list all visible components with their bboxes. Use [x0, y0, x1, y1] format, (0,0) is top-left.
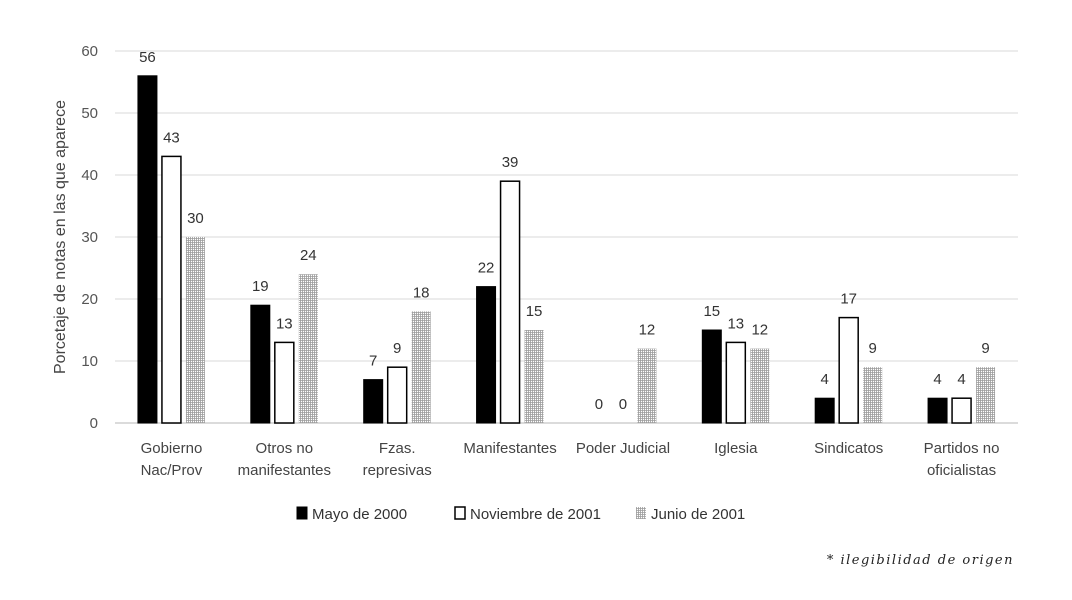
x-axis-labels: Gobierno Nac/Prov Otros no manifestantes Fza…	[141, 440, 1000, 479]
bar	[863, 367, 883, 423]
bar	[976, 367, 996, 423]
legend: Mayo de 2000 Noviembre de 2001 Junio de 20…	[296, 506, 745, 523]
x-tick-label: oficialistas	[927, 462, 996, 479]
data-label: 17	[840, 291, 857, 308]
legend-swatch	[454, 506, 466, 520]
y-tick-label: 10	[81, 353, 98, 370]
data-label: 4	[821, 371, 829, 388]
bar	[476, 286, 497, 424]
footnote: * ilegibilidad de origen	[826, 553, 1014, 568]
data-label: 12	[639, 322, 656, 339]
x-tick-label: Poder Judicial	[576, 440, 670, 457]
data-label: 30	[187, 210, 204, 227]
data-label: 39	[502, 154, 519, 171]
bar	[298, 274, 318, 423]
bar	[274, 341, 295, 424]
data-label: 4	[933, 371, 941, 388]
y-tick-label: 20	[81, 291, 98, 308]
legend-label: Mayo de 2000	[312, 506, 407, 523]
data-label: 9	[981, 340, 989, 357]
bar	[411, 311, 431, 423]
bar	[951, 397, 972, 424]
data-label: 43	[163, 129, 180, 146]
data-label: 24	[300, 247, 317, 264]
bar	[637, 348, 657, 423]
data-label: 0	[595, 396, 603, 413]
data-label: 56	[139, 49, 156, 66]
bar	[161, 155, 182, 424]
y-axis-label: Porcetaje de notas en las que aparece	[52, 100, 69, 374]
y-tick-label: 0	[90, 415, 98, 432]
data-label: 12	[751, 322, 768, 339]
bar	[363, 379, 384, 424]
data-label: 19	[252, 278, 269, 295]
data-label: 9	[869, 340, 877, 357]
data-label: 22	[478, 260, 495, 277]
x-tick-label: Otros no	[256, 440, 314, 457]
x-tick-label: Gobierno	[141, 440, 203, 457]
data-label: 18	[413, 284, 430, 301]
bar	[814, 397, 835, 424]
bar	[185, 237, 205, 423]
data-label: 13	[727, 315, 744, 332]
bar	[750, 348, 770, 423]
x-tick-label: Fzas.	[379, 440, 416, 457]
legend-swatch	[296, 506, 308, 520]
x-tick-label: manifestantes	[238, 462, 331, 479]
y-tick-label: 30	[81, 229, 98, 246]
bar	[524, 330, 544, 423]
bar	[137, 75, 158, 424]
bar	[386, 366, 408, 424]
legend-label: Noviembre de 2001	[470, 506, 601, 523]
bar	[701, 329, 722, 424]
data-label: 15	[526, 303, 543, 320]
x-tick-label: Sindicatos	[814, 440, 883, 457]
bar	[250, 304, 271, 424]
bar	[838, 316, 859, 424]
x-tick-label: Nac/Prov	[141, 462, 203, 479]
x-tick-label: represivas	[363, 462, 432, 479]
bar	[725, 341, 747, 424]
data-label: 0	[619, 396, 627, 413]
bar	[499, 180, 521, 424]
bar	[927, 397, 948, 424]
data-label: 9	[393, 340, 401, 357]
legend-label: Junio de 2001	[651, 506, 745, 523]
data-label: 15	[703, 303, 720, 320]
x-tick-label: Partidos no	[924, 440, 1000, 457]
y-tick-label: 50	[81, 105, 98, 122]
data-label: 4	[957, 371, 965, 388]
x-tick-label: Iglesia	[714, 440, 758, 457]
data-label: 13	[276, 315, 293, 332]
legend-swatch	[636, 507, 646, 519]
y-tick-label: 40	[81, 167, 98, 184]
data-label: 7	[369, 353, 377, 370]
y-tick-label: 60	[81, 43, 98, 60]
x-tick-label: Manifestantes	[463, 440, 556, 457]
y-axis-ticks: 0 10 20 30 40 50 60	[81, 43, 98, 432]
